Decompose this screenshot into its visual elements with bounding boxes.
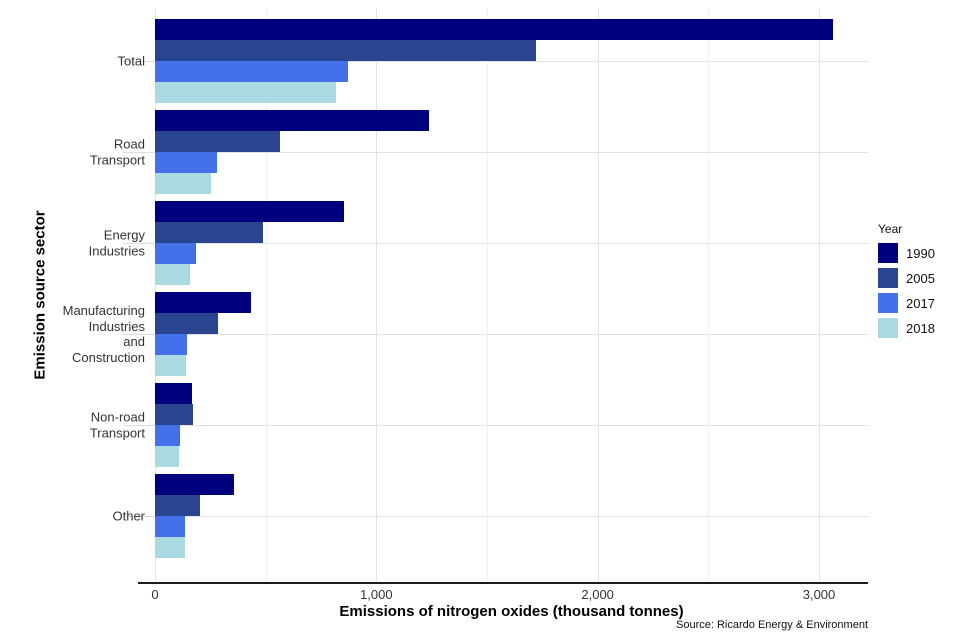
bar-road-transport-2017: [155, 152, 217, 173]
bar-manufacturing-industries-and-construction-2018: [155, 355, 187, 376]
legend-swatch-2017: [878, 293, 898, 313]
source-text: Source: Ricardo Energy & Environment: [676, 619, 868, 631]
legend-title: Year: [878, 222, 903, 236]
legend-label-2018: 2018: [906, 320, 935, 336]
y-axis-tick: [123, 61, 155, 62]
category-label-total: Total: [117, 53, 145, 69]
gridline-minor: [265, 8, 267, 583]
legend: Year 1990 2005 2017 2018: [878, 222, 935, 343]
x-tick-label-1,000: 1,000: [360, 587, 393, 602]
y-axis-tick: [123, 425, 155, 426]
gridline-major: [376, 8, 378, 583]
bar-total-2017: [155, 61, 348, 82]
bar-manufacturing-industries-and-construction-1990: [155, 292, 252, 313]
bar-other-2017: [155, 516, 185, 537]
bar-energy-industries-1990: [155, 201, 345, 222]
category-gridline: [155, 425, 868, 426]
y-axis-tick: [123, 243, 155, 244]
gridline-major: [819, 8, 820, 583]
bar-other-1990: [155, 474, 234, 495]
legend-swatch-2018: [878, 318, 898, 338]
legend-label-2005: 2005: [906, 270, 935, 286]
bar-energy-industries-2017: [155, 243, 196, 264]
bar-energy-industries-2018: [155, 264, 191, 285]
category-label-road-transport: Road Transport: [89, 136, 145, 168]
bar-non-road-transport-2018: [155, 446, 180, 467]
gridline-minor: [708, 8, 710, 583]
category-gridline: [155, 243, 868, 244]
x-tick-label-3,000: 3,000: [802, 587, 836, 602]
y-axis-tick: [123, 516, 155, 517]
bar-road-transport-1990: [155, 110, 430, 131]
x-tick-label-2,000: 2,000: [581, 587, 614, 602]
bar-energy-industries-2005: [155, 222, 264, 243]
bar-total-2018: [155, 82, 337, 103]
gridline-minor: [487, 8, 488, 583]
category-label-non-road-transport: Non-road Transport: [89, 409, 145, 441]
legend-item-2005: 2005: [878, 268, 935, 288]
category-gridline: [155, 152, 868, 153]
bar-other-2018: [155, 537, 185, 558]
y-axis-tick: [123, 334, 155, 335]
bar-manufacturing-industries-and-construction-2005: [155, 313, 219, 334]
bar-other-2005: [155, 495, 201, 516]
category-label-other: Other: [112, 508, 145, 524]
category-gridline: [155, 516, 868, 517]
legend-swatch-2005: [878, 268, 898, 288]
legend-label-1990: 1990: [906, 245, 935, 261]
x-tick-label-0: 0: [151, 587, 159, 602]
bar-non-road-transport-1990: [155, 383, 193, 404]
legend-item-1990: 1990: [878, 243, 935, 263]
legend-item-2017: 2017: [878, 293, 935, 313]
bar-total-2005: [155, 40, 536, 61]
bar-non-road-transport-2005: [155, 404, 194, 425]
bar-manufacturing-industries-and-construction-2017: [155, 334, 188, 355]
category-label-manufacturing-industries-and-construction: Manufacturing Industries and Constructio…: [62, 303, 145, 365]
legend-items: 1990 2005 2017 2018: [878, 243, 935, 338]
bar-non-road-transport-2017: [155, 425, 180, 446]
legend-item-2018: 2018: [878, 318, 935, 338]
legend-label-2017: 2017: [906, 295, 935, 311]
bar-total-1990: [155, 19, 834, 40]
bar-road-transport-2005: [155, 131, 281, 152]
x-axis-line: [138, 582, 868, 584]
y-axis-tick: [123, 152, 155, 153]
bar-road-transport-2018: [155, 173, 212, 194]
category-gridline: [155, 61, 868, 62]
legend-swatch-1990: [878, 243, 898, 263]
category-label-energy-industries: Energy Industries: [88, 227, 145, 259]
x-axis-title: Emissions of nitrogen oxides (thousand t…: [339, 603, 684, 620]
gridline-major: [597, 8, 599, 583]
category-gridline: [155, 334, 868, 335]
